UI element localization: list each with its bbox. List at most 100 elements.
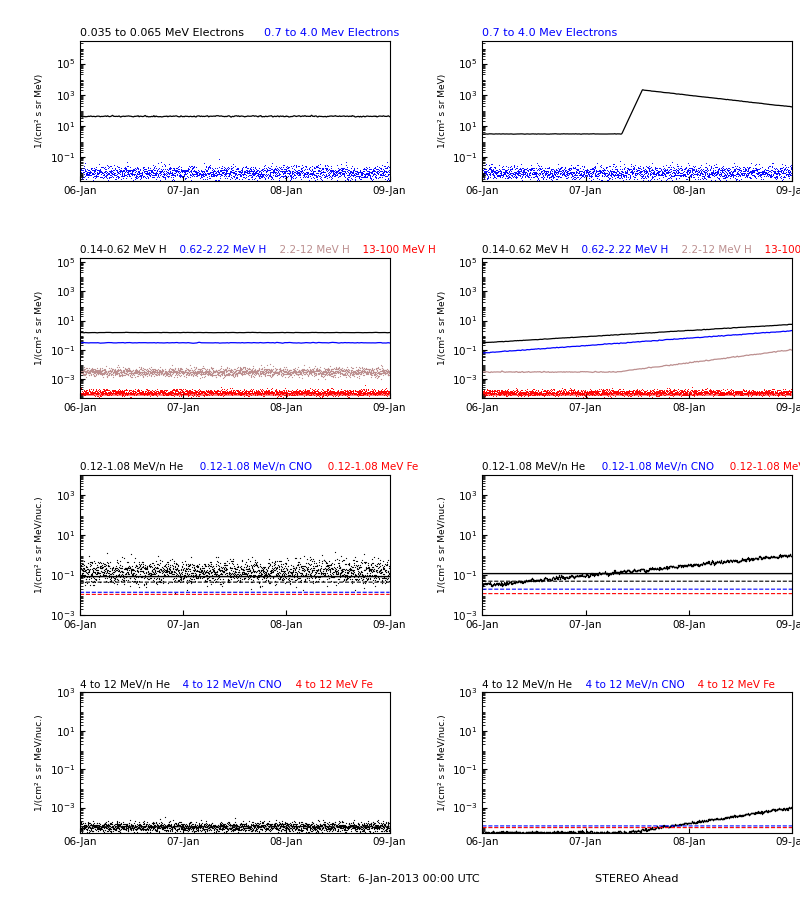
- Point: [670, 384, 682, 399]
- Point: [251, 382, 264, 397]
- Point: [675, 169, 688, 184]
- Point: [310, 168, 322, 183]
- Point: [688, 386, 701, 400]
- Point: [258, 167, 271, 182]
- Point: [599, 826, 612, 841]
- Point: [241, 161, 254, 176]
- Point: [649, 561, 662, 575]
- Point: [238, 166, 251, 180]
- Point: [741, 167, 754, 182]
- Point: [94, 385, 107, 400]
- Point: [104, 574, 117, 589]
- Point: [288, 364, 301, 379]
- Point: [575, 824, 588, 839]
- Point: [480, 382, 493, 397]
- Point: [522, 167, 535, 182]
- Point: [306, 822, 318, 836]
- Point: [733, 385, 746, 400]
- Point: [697, 166, 710, 181]
- Point: [688, 814, 701, 829]
- Point: [138, 364, 151, 379]
- Point: [702, 383, 715, 398]
- Point: [266, 565, 278, 580]
- Point: [323, 386, 336, 400]
- Point: [485, 824, 498, 839]
- Point: [508, 166, 521, 181]
- Point: [335, 826, 348, 841]
- Point: [95, 389, 108, 403]
- Point: [758, 804, 771, 818]
- Point: [196, 819, 209, 833]
- Point: [554, 569, 567, 583]
- Point: [102, 166, 115, 181]
- Point: [590, 825, 603, 840]
- Point: [342, 820, 354, 834]
- Point: [679, 387, 692, 401]
- Point: [268, 383, 281, 398]
- Point: [698, 382, 711, 397]
- Point: [250, 163, 263, 177]
- Point: [558, 166, 570, 180]
- Point: [346, 383, 358, 398]
- Point: [203, 366, 216, 381]
- Point: [250, 364, 262, 378]
- Point: [378, 163, 390, 177]
- Point: [746, 806, 758, 821]
- Point: [262, 561, 274, 575]
- Point: [726, 810, 739, 824]
- Point: [245, 164, 258, 178]
- Point: [363, 818, 376, 832]
- Point: [115, 369, 128, 383]
- Point: [731, 554, 744, 569]
- Point: [720, 810, 733, 824]
- Point: [362, 159, 375, 174]
- Point: [246, 558, 259, 572]
- Point: [131, 822, 144, 836]
- Point: [299, 363, 312, 377]
- Point: [115, 386, 128, 400]
- Point: [777, 170, 790, 184]
- Point: [540, 167, 553, 182]
- Point: [282, 563, 295, 578]
- Point: [324, 384, 337, 399]
- Point: [91, 167, 104, 182]
- Point: [329, 364, 342, 378]
- Point: [166, 565, 178, 580]
- Point: [372, 556, 385, 571]
- Point: [713, 166, 726, 181]
- Point: [147, 166, 160, 181]
- Point: [182, 366, 194, 381]
- Point: [74, 556, 86, 571]
- Point: [227, 816, 240, 831]
- Point: [672, 387, 685, 401]
- Point: [119, 384, 132, 399]
- Point: [147, 561, 160, 575]
- Point: [664, 559, 677, 573]
- Point: [518, 825, 531, 840]
- Point: [784, 384, 797, 399]
- Point: [174, 575, 186, 590]
- Point: [182, 386, 194, 400]
- Point: [548, 572, 561, 586]
- Point: [763, 804, 776, 818]
- Point: [724, 384, 737, 399]
- Point: [232, 821, 245, 835]
- Point: [134, 561, 147, 575]
- Point: [704, 383, 717, 398]
- Point: [586, 384, 599, 399]
- Point: [137, 384, 150, 399]
- Point: [350, 387, 363, 401]
- Point: [643, 822, 656, 836]
- Point: [520, 573, 533, 588]
- Point: [186, 166, 198, 180]
- Point: [360, 572, 373, 586]
- Point: [539, 164, 552, 178]
- Point: [380, 572, 393, 587]
- Point: [126, 386, 138, 400]
- Point: [304, 821, 317, 835]
- Point: [112, 824, 125, 839]
- Point: [287, 366, 300, 381]
- Point: [769, 166, 782, 181]
- Point: [338, 165, 351, 179]
- Point: [783, 159, 796, 174]
